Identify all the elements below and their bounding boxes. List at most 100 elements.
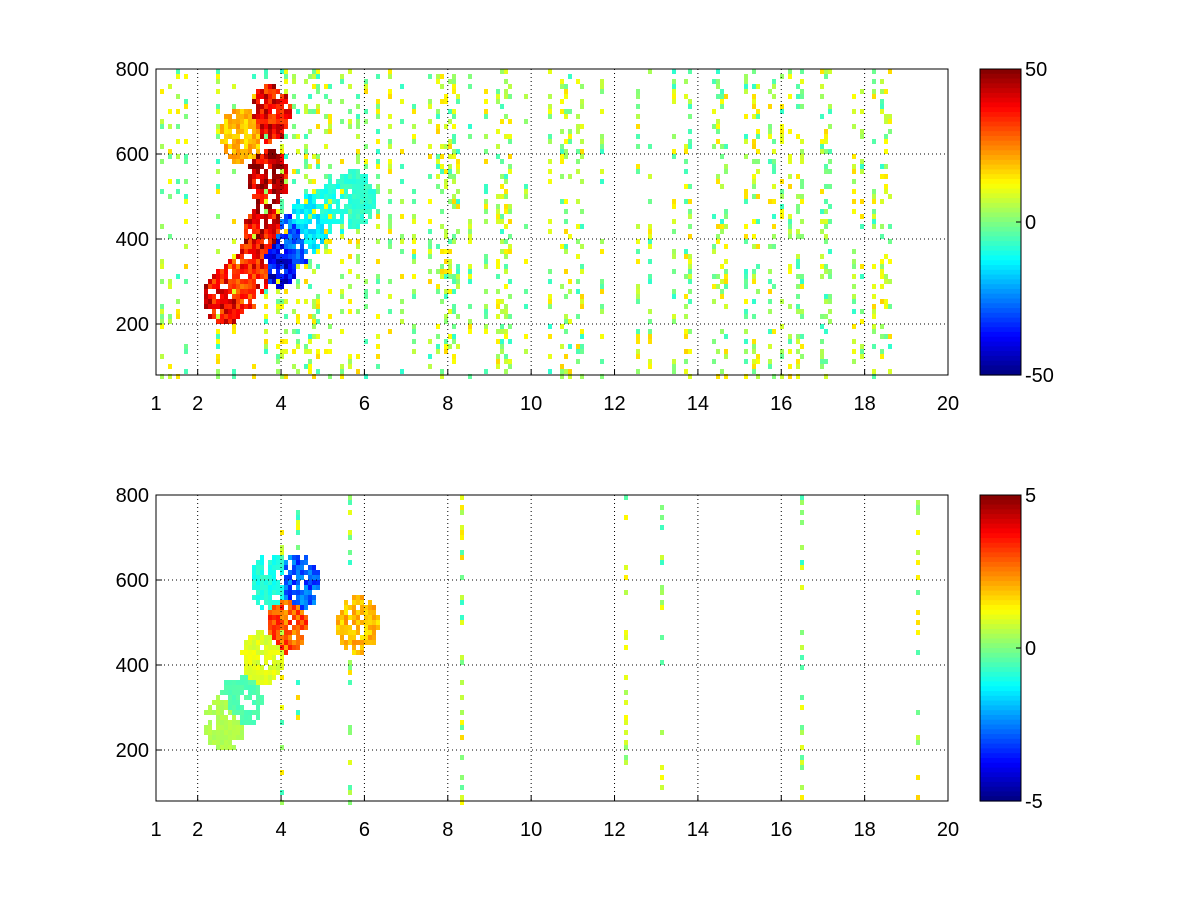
heatmap-cell bbox=[256, 570, 260, 575]
heatmap-cell bbox=[168, 284, 172, 289]
heatmap-cell bbox=[672, 229, 676, 234]
heatmap-cell bbox=[240, 259, 244, 264]
heatmap-cell bbox=[268, 189, 272, 194]
heatmap-cell bbox=[244, 710, 248, 715]
heatmap-cell bbox=[884, 114, 888, 119]
heatmap-cell bbox=[284, 269, 288, 274]
heatmap-cell bbox=[184, 279, 188, 284]
heatmap-cell bbox=[320, 239, 324, 244]
heatmap-cell bbox=[256, 239, 260, 244]
heatmap-cell bbox=[600, 139, 604, 144]
heatmap-cell bbox=[280, 705, 284, 710]
heatmap-cell bbox=[184, 194, 188, 199]
heatmap-cell bbox=[800, 745, 804, 750]
heatmap-cell bbox=[796, 294, 800, 299]
heatmap-cell bbox=[296, 249, 300, 254]
heatmap-cell bbox=[796, 174, 800, 179]
heatmap-cell bbox=[176, 94, 180, 99]
heatmap-cell bbox=[328, 184, 332, 189]
y-tick-label: 400 bbox=[116, 229, 149, 251]
heatmap-cell bbox=[228, 695, 232, 700]
heatmap-cell bbox=[860, 159, 864, 164]
heatmap-cell bbox=[312, 214, 316, 219]
heatmap-cell bbox=[292, 239, 296, 244]
heatmap-cell bbox=[272, 244, 276, 249]
heatmap-cell bbox=[824, 139, 828, 144]
heatmap-cell bbox=[524, 334, 528, 339]
heatmap-cell bbox=[340, 640, 344, 645]
heatmap-cell bbox=[240, 159, 244, 164]
heatmap-cell bbox=[360, 209, 364, 214]
heatmap-cell bbox=[260, 234, 264, 239]
heatmap-cell bbox=[260, 119, 264, 124]
heatmap-cell bbox=[724, 94, 728, 99]
heatmap-cell bbox=[460, 725, 464, 730]
heatmap-cell bbox=[712, 359, 716, 364]
heatmap-cell bbox=[244, 685, 248, 690]
heatmap-cell bbox=[280, 279, 284, 284]
heatmap-cell bbox=[328, 204, 332, 209]
heatmap-cell bbox=[504, 69, 508, 74]
heatmap-cell bbox=[508, 139, 512, 144]
heatmap-cell bbox=[240, 109, 244, 114]
heatmap-cell bbox=[820, 339, 824, 344]
heatmap-cell bbox=[720, 184, 724, 189]
heatmap-cell bbox=[328, 239, 332, 244]
heatmap-cell bbox=[508, 94, 512, 99]
heatmap-cell bbox=[288, 645, 292, 650]
heatmap-cell bbox=[460, 695, 464, 700]
heatmap-cell bbox=[216, 289, 220, 294]
heatmap-cell bbox=[276, 254, 280, 259]
heatmap-cell bbox=[324, 114, 328, 119]
heatmap-cell bbox=[388, 144, 392, 149]
x-tick-label: 10 bbox=[520, 819, 542, 841]
heatmap-cell bbox=[916, 590, 920, 595]
heatmap-cell bbox=[564, 109, 568, 114]
heatmap-cell bbox=[280, 650, 284, 655]
heatmap-cell bbox=[272, 84, 276, 89]
heatmap-cell bbox=[284, 625, 288, 630]
heatmap-cell bbox=[712, 109, 716, 114]
heatmap-cell bbox=[276, 615, 280, 620]
heatmap-cell bbox=[452, 204, 456, 209]
heatmap-cell bbox=[288, 229, 292, 234]
heatmap-cell bbox=[368, 610, 372, 615]
heatmap-cell bbox=[460, 660, 464, 665]
heatmap-cell bbox=[800, 89, 804, 94]
heatmap-cell bbox=[356, 224, 360, 229]
heatmap-cell bbox=[264, 289, 268, 294]
heatmap-cell bbox=[220, 124, 224, 129]
heatmap-cell bbox=[800, 665, 804, 670]
heatmap-cell bbox=[352, 640, 356, 645]
heatmap-cell bbox=[272, 179, 276, 184]
heatmap-cell bbox=[232, 274, 236, 279]
heatmap-cell bbox=[860, 214, 864, 219]
heatmap-cell bbox=[888, 114, 892, 119]
heatmap-cell bbox=[184, 264, 188, 269]
heatmap-cell bbox=[256, 104, 260, 109]
heatmap-cell bbox=[312, 239, 316, 244]
heatmap-cell bbox=[168, 314, 172, 319]
heatmap-cell bbox=[500, 219, 504, 224]
colorbar-segment bbox=[980, 231, 1021, 237]
heatmap-cell bbox=[440, 99, 444, 104]
heatmap-cell bbox=[240, 294, 244, 299]
heatmap-cell bbox=[412, 259, 416, 264]
heatmap-cell bbox=[872, 284, 876, 289]
heatmap-cell bbox=[328, 99, 332, 104]
heatmap-cell bbox=[648, 274, 652, 279]
heatmap-cell bbox=[272, 89, 276, 94]
heatmap-cell bbox=[292, 259, 296, 264]
heatmap-cell bbox=[340, 189, 344, 194]
heatmap-cell bbox=[244, 645, 248, 650]
heatmap-cell bbox=[744, 279, 748, 284]
heatmap-cell bbox=[348, 670, 352, 675]
heatmap-cell bbox=[436, 289, 440, 294]
colorbar-segment bbox=[980, 633, 1021, 640]
heatmap-cell bbox=[360, 610, 364, 615]
heatmap-cell bbox=[284, 349, 288, 354]
heatmap-cell bbox=[364, 294, 368, 299]
heatmap-cell bbox=[688, 234, 692, 239]
colorbar-segment bbox=[980, 226, 1021, 233]
heatmap-cell bbox=[468, 134, 472, 139]
